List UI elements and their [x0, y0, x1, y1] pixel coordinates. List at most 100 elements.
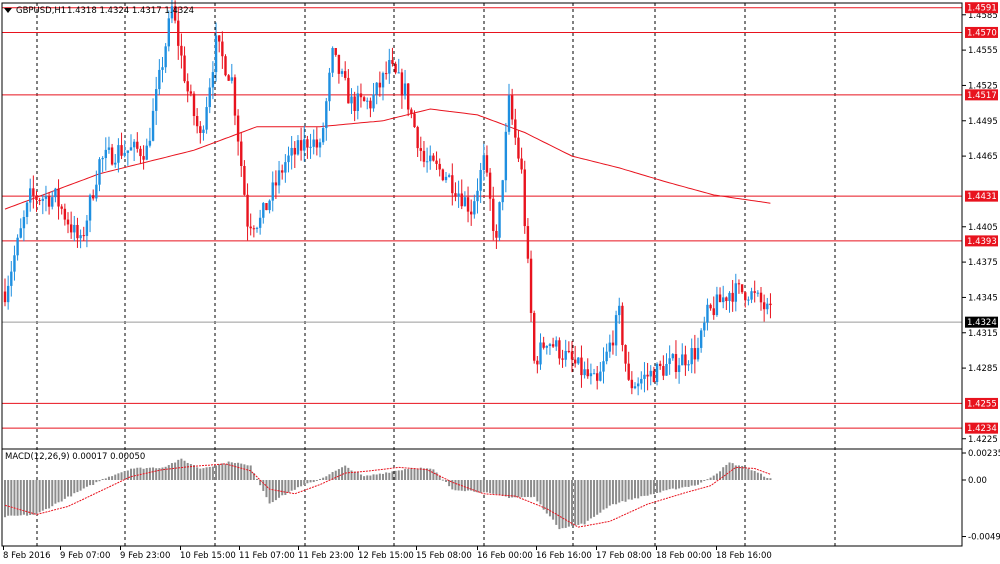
candle-bull [284, 162, 287, 173]
candle-bear [76, 224, 79, 239]
macd-histogram-bar [611, 480, 614, 505]
macd-histogram-bar [750, 470, 753, 480]
macd-histogram-bar [703, 480, 706, 481]
candle-bear [495, 230, 498, 238]
candle-bear [586, 369, 589, 377]
candle-bear [542, 342, 545, 348]
candle-bull [350, 96, 353, 104]
candle-bull [605, 351, 608, 362]
candle-bull [564, 350, 567, 360]
candle-bear [293, 147, 296, 155]
candle-bull [388, 60, 391, 74]
macd-histogram-bar [451, 480, 454, 490]
macd-histogram-bar [523, 480, 526, 498]
candle-bull [13, 255, 16, 272]
candle-bear [337, 54, 341, 74]
candle-bear [753, 291, 756, 293]
macd-histogram-bar [186, 462, 189, 480]
candle-bear [281, 170, 284, 173]
symbol-label: GBPUSD,H1 [16, 6, 66, 16]
macd-histogram-bar [111, 476, 114, 480]
candle-bull [706, 304, 709, 323]
price-tick-label: 1.4555 [968, 46, 998, 56]
price-label-box [965, 26, 998, 38]
macd-histogram-bar [139, 467, 142, 480]
candle-bull [208, 87, 211, 108]
candle-bull [290, 147, 293, 156]
macd-histogram-bar [180, 458, 183, 480]
candle-bull [425, 161, 429, 163]
candle-bull [636, 383, 640, 387]
candle-bear [177, 20, 180, 46]
candle-bull [482, 155, 485, 170]
macd-histogram-bar [630, 480, 633, 500]
candle-bull [403, 83, 407, 96]
candle-bull [366, 100, 369, 102]
macd-histogram-bar [183, 460, 186, 480]
macd-histogram-bar [545, 480, 548, 514]
horizontal-levels[interactable] [2, 7, 962, 429]
candle-bull [10, 271, 13, 286]
candle-bear [526, 226, 530, 259]
time-tick-label: 18 Feb 16:00 [716, 551, 772, 561]
macd-histogram-bar [741, 465, 744, 480]
candle-bear [315, 139, 319, 148]
candle-bear [224, 56, 227, 76]
candle-bull [668, 358, 671, 364]
macd-histogram-bar [26, 480, 29, 516]
macd-histogram-bar [60, 480, 63, 502]
macd-histogram-bar [85, 480, 88, 487]
price-label-box [965, 397, 998, 409]
macd-histogram-bar [174, 462, 177, 480]
candle-bull [696, 347, 700, 360]
macd-histogram-bar [155, 468, 158, 480]
candle-bear [249, 226, 252, 229]
candle-bear [659, 363, 662, 367]
moving-average-line [4, 108, 771, 210]
macd-histogram-bar [441, 479, 444, 481]
macd-histogram-bar [104, 478, 107, 480]
macd-histogram-bar [331, 472, 334, 480]
macd-histogram-bar [422, 468, 425, 480]
candle-bull [429, 155, 432, 162]
candle-bull [167, 18, 170, 47]
macd-histogram-bar [429, 468, 432, 480]
candle-bear [189, 91, 193, 94]
macd-histogram-bar [202, 468, 205, 480]
candle-bear [299, 140, 303, 151]
triangle-down-icon[interactable] [4, 8, 12, 13]
candle-bear [353, 96, 356, 111]
candle-bull [296, 140, 300, 155]
macd-histogram-bar [70, 480, 73, 497]
price-label-text: 1.4393 [967, 237, 997, 247]
macd-histogram-bar [79, 480, 82, 491]
candle-bull [331, 47, 334, 73]
macd-histogram-bar [89, 480, 92, 486]
candle-bull [756, 292, 760, 294]
candle-bear [66, 219, 70, 225]
price-label-text: 1.4255 [967, 399, 997, 409]
macd-histogram-bar [479, 480, 482, 493]
macd-histogram-bar [211, 466, 214, 480]
candle-bear [725, 297, 728, 302]
candle-bear [451, 175, 454, 194]
macd-histogram-bar [38, 480, 41, 513]
candle-bear [466, 197, 470, 212]
macd-histogram-bar [709, 477, 712, 480]
macd-histogram-bar [221, 463, 224, 480]
macd-histogram-bar [356, 472, 359, 480]
time-tick-label: 11 Feb 23:00 [298, 551, 354, 561]
macd-histogram-bar [668, 480, 671, 490]
candle-bear [274, 182, 278, 186]
macd-histogram-bar [445, 480, 447, 482]
macd-histogram-bar [246, 465, 249, 480]
macd-histogram-bar [473, 480, 476, 492]
macd-histogram-bar [152, 467, 155, 480]
macd-histogram-bar [618, 480, 621, 503]
macd-histogram-bar [687, 480, 690, 487]
candle-bull [148, 140, 152, 146]
candle-bear [69, 224, 73, 233]
candle-bull [262, 203, 265, 218]
candle-bear [596, 373, 599, 381]
